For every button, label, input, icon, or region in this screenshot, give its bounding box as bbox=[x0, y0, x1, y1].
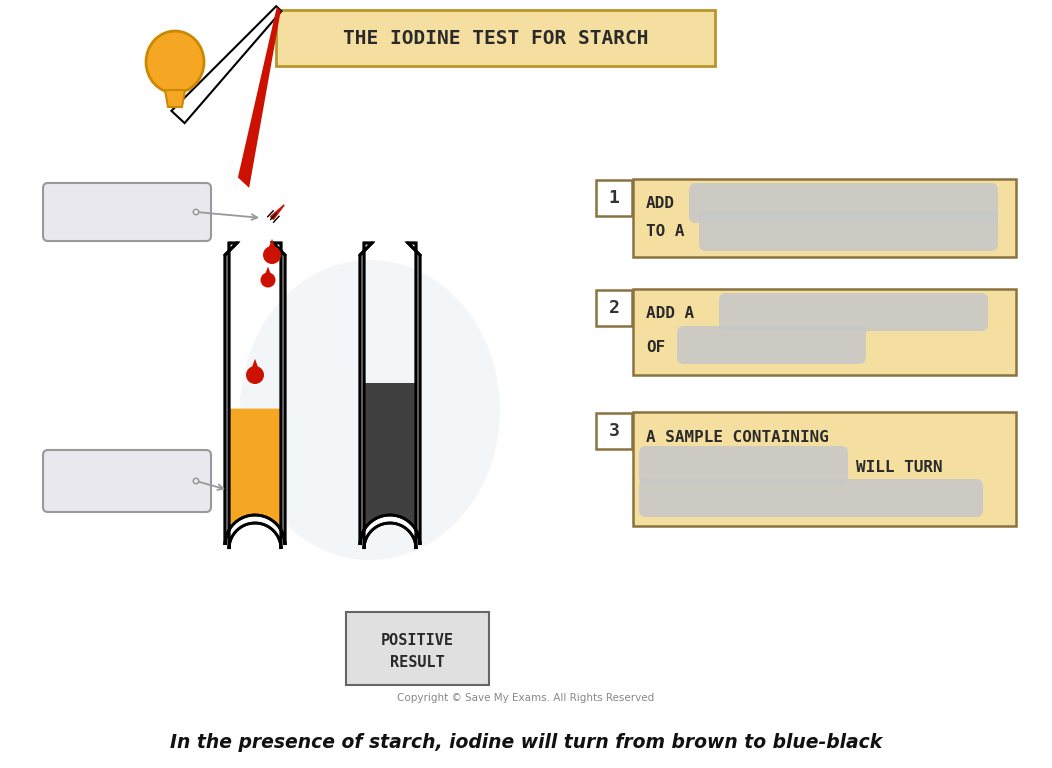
FancyBboxPatch shape bbox=[699, 211, 998, 251]
Text: WILL TURN: WILL TURN bbox=[856, 459, 943, 475]
Text: TO A: TO A bbox=[646, 224, 685, 240]
Polygon shape bbox=[267, 239, 277, 253]
FancyBboxPatch shape bbox=[719, 293, 988, 331]
FancyBboxPatch shape bbox=[633, 289, 1016, 375]
Polygon shape bbox=[238, 7, 281, 188]
Polygon shape bbox=[264, 266, 272, 278]
Text: A SAMPLE CONTAINING: A SAMPLE CONTAINING bbox=[646, 429, 829, 445]
Text: 2: 2 bbox=[608, 299, 620, 317]
Text: OF: OF bbox=[646, 339, 665, 355]
Polygon shape bbox=[171, 6, 282, 123]
Circle shape bbox=[194, 210, 198, 214]
FancyBboxPatch shape bbox=[596, 290, 632, 326]
Text: RESULT: RESULT bbox=[390, 655, 445, 670]
FancyBboxPatch shape bbox=[633, 412, 1016, 526]
Text: ADD: ADD bbox=[646, 197, 675, 211]
FancyBboxPatch shape bbox=[677, 326, 866, 364]
FancyBboxPatch shape bbox=[639, 446, 848, 484]
Text: ADD A: ADD A bbox=[646, 306, 694, 322]
Circle shape bbox=[246, 366, 264, 384]
Polygon shape bbox=[270, 205, 284, 220]
FancyBboxPatch shape bbox=[689, 183, 998, 223]
Polygon shape bbox=[229, 409, 281, 549]
Polygon shape bbox=[250, 359, 260, 372]
FancyBboxPatch shape bbox=[633, 179, 1016, 257]
Text: 1: 1 bbox=[608, 189, 620, 207]
FancyBboxPatch shape bbox=[43, 183, 211, 241]
FancyBboxPatch shape bbox=[346, 612, 489, 685]
FancyBboxPatch shape bbox=[639, 479, 983, 517]
Polygon shape bbox=[360, 243, 420, 549]
Polygon shape bbox=[364, 383, 416, 549]
Circle shape bbox=[193, 208, 200, 216]
Text: Copyright © Save My Exams. All Rights Reserved: Copyright © Save My Exams. All Rights Re… bbox=[398, 693, 654, 703]
FancyBboxPatch shape bbox=[276, 10, 715, 66]
FancyBboxPatch shape bbox=[43, 450, 211, 512]
Polygon shape bbox=[225, 243, 285, 549]
Circle shape bbox=[193, 478, 200, 485]
Text: 3: 3 bbox=[608, 422, 620, 440]
Circle shape bbox=[261, 273, 276, 287]
Text: POSITIVE: POSITIVE bbox=[381, 633, 454, 648]
Text: THE IODINE TEST FOR STARCH: THE IODINE TEST FOR STARCH bbox=[343, 28, 648, 48]
FancyBboxPatch shape bbox=[596, 413, 632, 449]
Ellipse shape bbox=[146, 31, 204, 93]
Circle shape bbox=[263, 246, 281, 264]
Polygon shape bbox=[165, 90, 185, 107]
Polygon shape bbox=[240, 260, 500, 560]
FancyBboxPatch shape bbox=[596, 180, 632, 216]
Circle shape bbox=[194, 479, 198, 483]
Text: In the presence of starch, iodine will turn from brown to blue-black: In the presence of starch, iodine will t… bbox=[169, 733, 883, 752]
